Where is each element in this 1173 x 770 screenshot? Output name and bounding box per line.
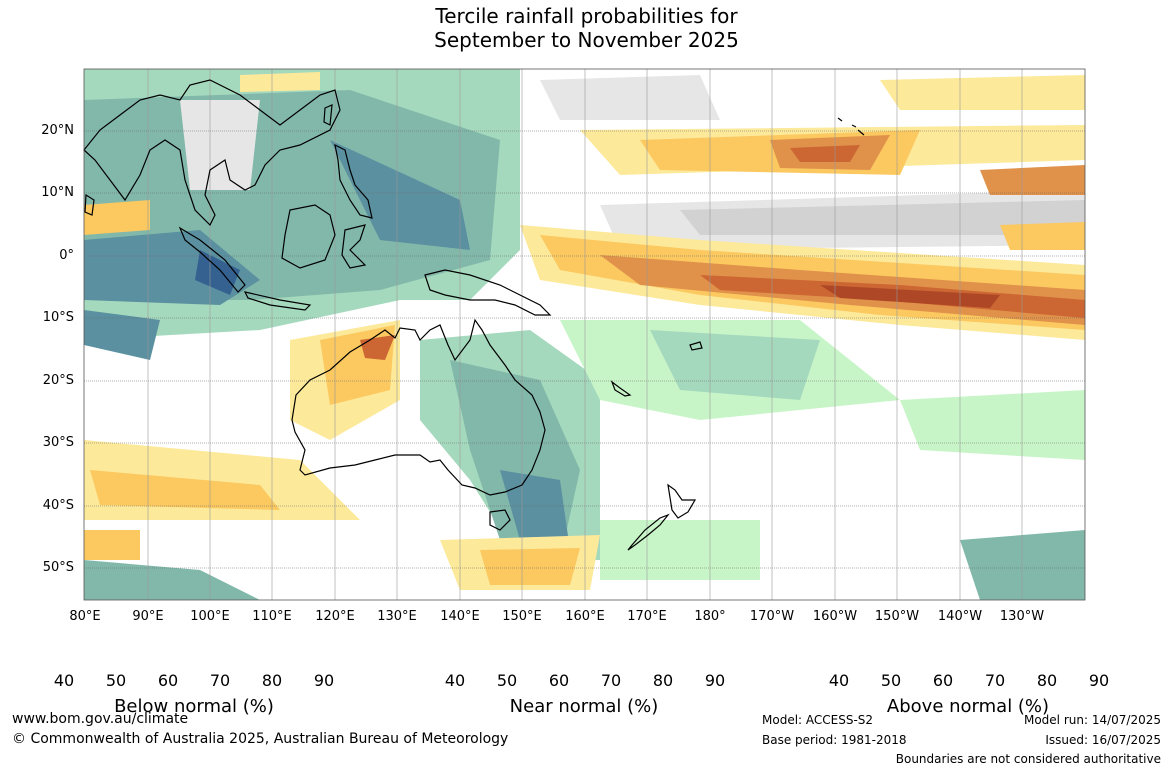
new-guinea-coastline <box>424 269 552 316</box>
above-normal-region <box>84 560 260 600</box>
colorbar-tick: 40 <box>828 671 850 690</box>
rainfall-probability-map <box>83 68 1086 601</box>
below-normal-region <box>240 72 320 92</box>
lon-label: 110°E <box>252 609 292 624</box>
colorbar-tick: 90 <box>704 671 726 690</box>
lon-label: 150°W <box>874 609 920 624</box>
below-normal-region <box>790 145 860 162</box>
above-normal-region <box>84 310 160 360</box>
colorbar-tick: 60 <box>932 671 954 690</box>
colorbar-tick: 80 <box>261 671 283 690</box>
colorbar-label-near: Near normal (%) <box>509 696 659 717</box>
lat-label: 40°S <box>42 498 74 513</box>
coastlines <box>83 79 865 551</box>
lat-label: 20°S <box>42 373 74 388</box>
lon-label: 100°E <box>190 609 230 624</box>
map-title: Tercile rainfall probabilities for Septe… <box>0 4 1173 52</box>
near-normal-region <box>540 75 720 120</box>
above-normal-region <box>900 390 1085 460</box>
lon-label: 170°W <box>749 609 795 624</box>
boundary-disclaimer: Boundaries are not considered authoritat… <box>895 752 1161 766</box>
lat-label: 30°S <box>42 435 74 450</box>
map-frame <box>83 68 1086 601</box>
lon-label: 160°W <box>812 609 858 624</box>
title-line-2: September to November 2025 <box>434 28 739 52</box>
colorbar-tick: 70 <box>209 671 231 690</box>
lon-label: 80°E <box>69 609 101 624</box>
colorbar-tick: 40 <box>53 671 75 690</box>
colorbar-tick: 50 <box>880 671 902 690</box>
below-normal-region <box>980 165 1085 195</box>
above-normal-region <box>600 520 760 580</box>
above-normal-region <box>330 140 470 250</box>
taiwan-coastline <box>323 104 333 126</box>
hawaii-coastline <box>837 117 865 136</box>
lat-label: 10°S <box>42 310 74 325</box>
website-link[interactable]: www.bom.gov.au/climate <box>12 711 189 727</box>
lon-label: 140°W <box>937 609 983 624</box>
colorbar-tick: 60 <box>157 671 179 690</box>
lon-label: 150°E <box>502 609 542 624</box>
near-normal-region <box>180 100 260 190</box>
sulawesi-coastline <box>341 224 367 269</box>
above-normal-region <box>960 530 1085 600</box>
lon-label: 180° <box>694 609 726 624</box>
new-caledonia-coastline <box>610 380 632 397</box>
lat-label: 20°N <box>41 123 74 138</box>
tasmania-coastline <box>489 509 511 531</box>
lon-label: 90°E <box>132 609 164 624</box>
model-name: Model: ACCESS-S2 <box>762 713 874 727</box>
below-normal-region <box>84 530 140 560</box>
colorbar-tick: 90 <box>1088 671 1110 690</box>
lon-label: 160°E <box>565 609 605 624</box>
colorbar-label-above: Above normal (%) <box>886 696 1050 717</box>
issued-date: Issued: 16/07/2025 <box>1045 733 1161 747</box>
model-run-date: Model run: 14/07/2025 <box>1023 713 1161 727</box>
asia-mainland-coastline <box>83 79 341 227</box>
australia-coastline <box>291 318 546 496</box>
above-normal-region <box>650 330 820 400</box>
borneo-coastline <box>281 204 336 269</box>
colorbar-tick: 70 <box>984 671 1006 690</box>
colorbar-tick: 80 <box>652 671 674 690</box>
near-normal-region <box>680 200 1085 235</box>
lat-label: 50°S <box>42 560 74 575</box>
lon-label: 170°E <box>627 609 667 624</box>
java-coastline <box>243 291 312 311</box>
new-zealand-coastline <box>627 483 697 551</box>
below-normal-region <box>90 470 280 510</box>
lon-label: 130°W <box>999 609 1045 624</box>
above-normal-region <box>500 470 570 550</box>
lon-label: 120°E <box>315 609 355 624</box>
title-line-1: Tercile rainfall probabilities for <box>435 4 738 28</box>
lon-label: 130°E <box>377 609 417 624</box>
colorbar-label-below: Below normal (%) <box>114 696 274 717</box>
sri-lanka-coastline <box>84 193 95 216</box>
lat-label: 0° <box>59 248 74 263</box>
probability-fields <box>84 69 1085 600</box>
lon-label: 140°E <box>440 609 480 624</box>
below-normal-region <box>84 200 150 235</box>
colorbar-tick: 50 <box>105 671 127 690</box>
below-normal-region <box>480 548 580 585</box>
colorbar-tick: 70 <box>600 671 622 690</box>
philippines-coastline <box>334 143 373 219</box>
colorbar-tick: 40 <box>444 671 466 690</box>
below-normal-region <box>880 75 1085 110</box>
sumatra-coastline <box>178 226 246 293</box>
base-period: Base period: 1981-2018 <box>762 733 907 747</box>
fiji-coastline <box>689 341 703 351</box>
copyright-text: © Commonwealth of Australia 2025, Austra… <box>12 731 509 747</box>
below-normal-region <box>820 285 1000 308</box>
colorbar-tick: 60 <box>548 671 570 690</box>
colorbar-tick: 80 <box>1036 671 1058 690</box>
colorbar-tick: 90 <box>313 671 335 690</box>
below-normal-region <box>1000 222 1085 250</box>
above-normal-region <box>195 250 240 295</box>
colorbar-tick: 50 <box>496 671 518 690</box>
lat-label: 10°N <box>41 185 74 200</box>
